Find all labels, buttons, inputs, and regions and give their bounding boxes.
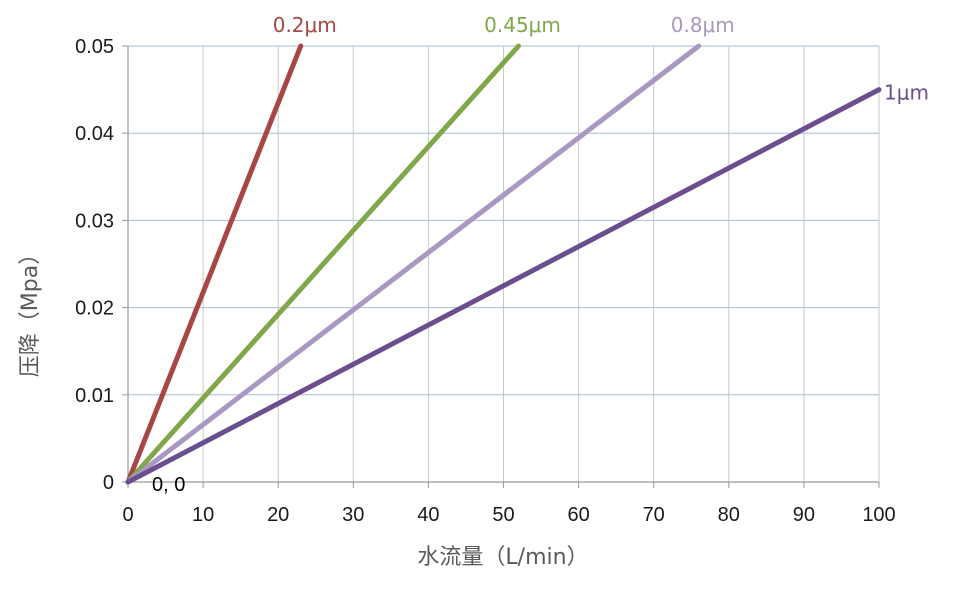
y-tick-label: 0.03 xyxy=(75,210,114,232)
series-label: 0.45μm xyxy=(484,13,561,37)
x-tick-label: 70 xyxy=(643,504,665,526)
x-tick-label: 10 xyxy=(192,504,214,526)
y-tick-labels: 0 0.01 0.02 0.03 0.04 0.05 xyxy=(75,36,114,494)
y-tick-label: 0.01 xyxy=(75,385,114,407)
grid xyxy=(128,45,880,482)
x-tick-label: 50 xyxy=(492,504,514,526)
y-axis-title: 压降（Mpa） xyxy=(18,243,43,377)
x-tick-label: 40 xyxy=(417,504,439,526)
series-lines xyxy=(125,43,882,485)
series-line xyxy=(125,43,522,485)
y-tick-label: 0.04 xyxy=(75,123,114,145)
x-axis-title: 水流量（L/min） xyxy=(417,545,588,570)
x-tick-label: 90 xyxy=(793,504,815,526)
series-line xyxy=(125,87,882,485)
x-tick-label: 80 xyxy=(718,504,740,526)
y-tick-label: 0.02 xyxy=(75,298,114,320)
x-tick-label: 0 xyxy=(122,504,133,526)
x-tick-label: 20 xyxy=(267,504,289,526)
x-tick-label: 100 xyxy=(862,504,895,526)
y-tick-label: 0.05 xyxy=(75,36,114,58)
x-tick-label: 30 xyxy=(342,504,364,526)
series-labels: 0.2μm 0.45μm 0.8μm 1μm xyxy=(273,13,929,105)
x-tick-label: 60 xyxy=(567,504,589,526)
origin-annotation: 0, 0 xyxy=(152,474,185,496)
x-tick-labels: 0 10 20 30 40 50 60 70 80 90 100 xyxy=(122,504,895,526)
series-line xyxy=(125,43,702,485)
series-line xyxy=(125,43,304,485)
series-label: 0.2μm xyxy=(273,13,337,37)
axes xyxy=(122,45,880,488)
y-tick-label: 0 xyxy=(103,472,114,494)
series-label: 0.8μm xyxy=(671,13,735,37)
series-label: 1μm xyxy=(884,81,929,105)
